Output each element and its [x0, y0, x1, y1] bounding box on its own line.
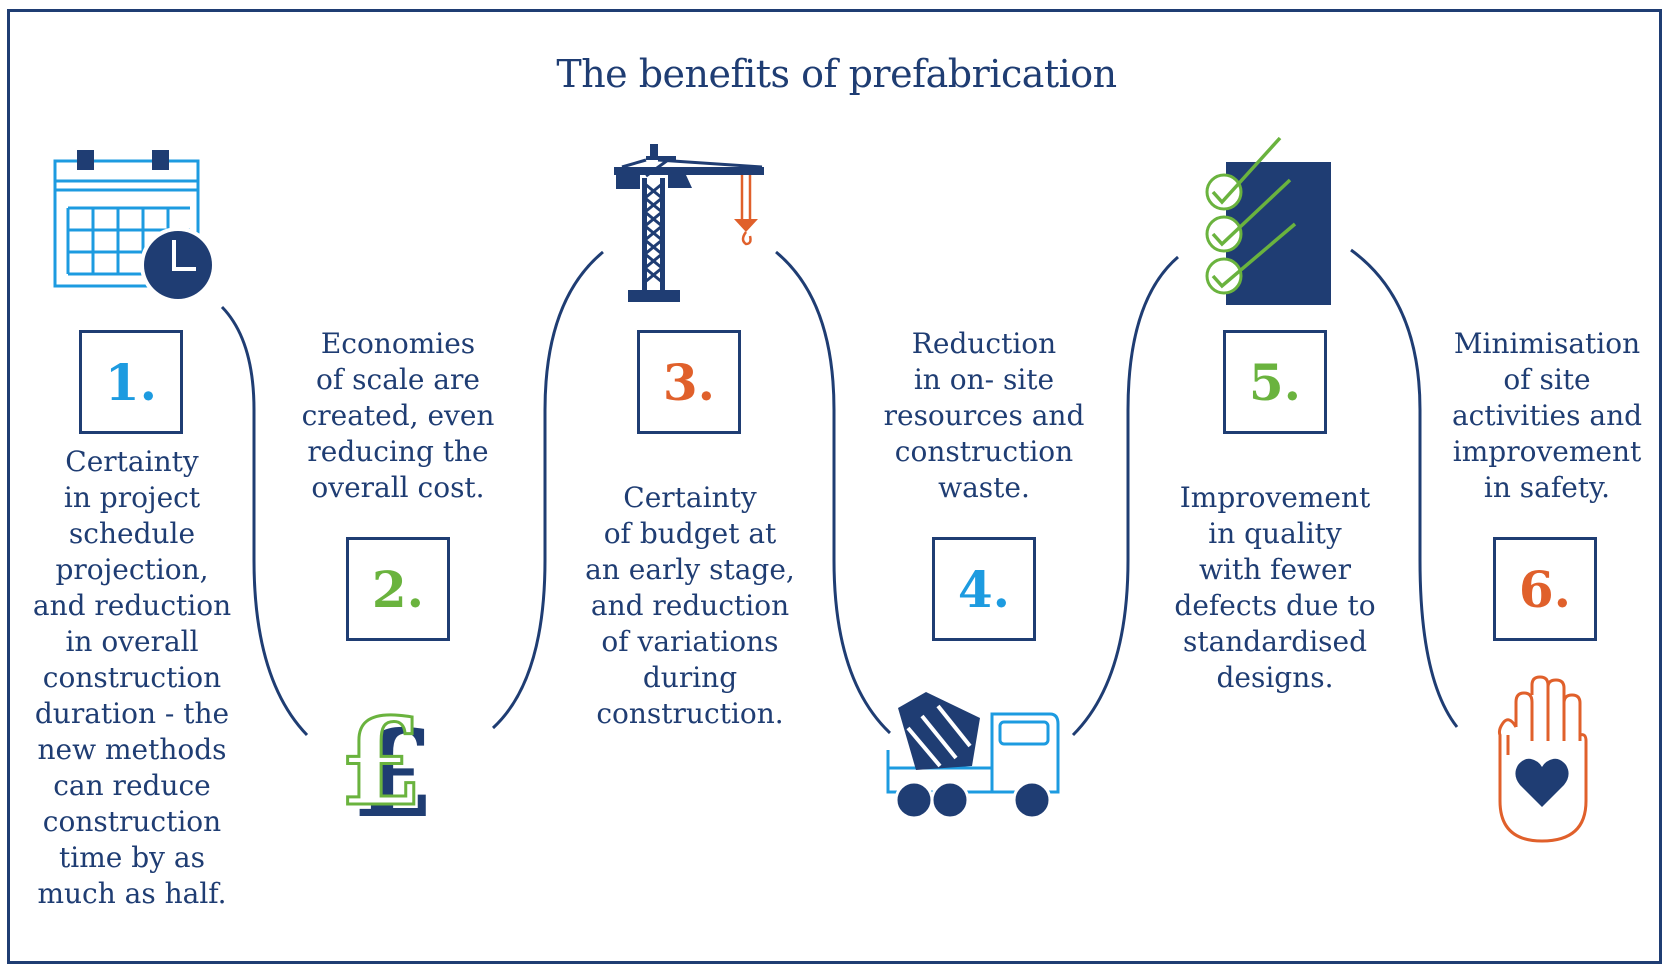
step-2-number-box: 2. [346, 537, 450, 641]
step-1-line: construction [42, 661, 222, 694]
step-2-line: overall cost. [311, 471, 485, 504]
step-6-line: improvement [1452, 435, 1642, 468]
step-3-line: Certainty [623, 481, 757, 514]
step-2-line: Economies [320, 327, 476, 360]
step-1-line: Certainty [65, 445, 199, 478]
connector-curve-5-6 [1350, 248, 1459, 728]
connector-curve-3-4 [775, 250, 892, 735]
step-1-line: new methods [37, 733, 227, 766]
step-3-number: 3. [662, 352, 716, 412]
step-5-number-box: 5. [1223, 330, 1327, 434]
step-6-line: of site [1503, 363, 1591, 396]
step-5-number: 5. [1248, 352, 1302, 412]
connector-curve-2-3 [491, 250, 604, 730]
step-3-line: construction. [596, 697, 784, 730]
step-1-line: and reduction [32, 589, 232, 622]
cement-mixer-truck-icon [886, 692, 1060, 820]
step-1-line: projection, [55, 553, 209, 586]
step-3-line: an early stage, [585, 553, 795, 586]
tower-crane-icon [614, 144, 764, 302]
svg-text:£: £ [351, 704, 435, 828]
connector-curve-4-5 [1071, 255, 1179, 737]
infographic-title: The benefits of prefabrication [556, 52, 1117, 96]
step-5-line: Improvement [1179, 481, 1371, 514]
step-5-description: Improvement in quality with fewer defect… [1160, 480, 1390, 696]
step-1-line: can reduce [53, 769, 211, 802]
step-5-line: with fewer [1199, 553, 1351, 586]
hand-heart-icon [1497, 675, 1588, 843]
step-1-line: duration - the [34, 697, 230, 730]
step-1-line: time by as [59, 841, 205, 874]
step-1-line: construction [42, 805, 222, 838]
step-5-line: designs. [1216, 661, 1334, 694]
step-4-line: waste. [938, 471, 1030, 504]
step-5-line: standardised [1182, 625, 1368, 658]
step-4-description: Reduction in on- site resources and cons… [867, 326, 1101, 506]
step-2-line: created, even [301, 399, 495, 432]
step-4-number: 4. [957, 559, 1011, 619]
step-1-number: 1. [104, 352, 158, 412]
pound-sign-icon: £ £ [338, 691, 435, 829]
step-1-line: in project [63, 481, 201, 514]
step-1-number-box: 1. [79, 330, 183, 434]
step-3-description: Certainty of budget at an early stage, a… [568, 480, 812, 732]
step-6-number-box: 6. [1493, 537, 1597, 641]
svg-text:£: £ [339, 692, 423, 828]
step-6-line: in safety. [1483, 471, 1611, 504]
step-1-line: in overall [65, 625, 199, 658]
step-3-line: of budget at [603, 517, 777, 550]
step-4-line: in on- site [913, 363, 1055, 396]
step-3-number-box: 3. [637, 330, 741, 434]
step-2-number: 2. [371, 559, 425, 619]
step-2-line: reducing the [307, 435, 489, 468]
step-4-line: Reduction [911, 327, 1057, 360]
infographic-frame [7, 9, 1662, 964]
step-6-number: 6. [1518, 559, 1572, 619]
step-1-line: much as half. [37, 877, 227, 910]
step-3-line: during [642, 661, 738, 694]
step-5-line: in quality [1208, 517, 1342, 550]
step-2-description: Economies of scale are created, even red… [283, 326, 513, 506]
step-3-line: and reduction [590, 589, 790, 622]
step-4-line: resources and [883, 399, 1085, 432]
calendar-clock-icon [53, 150, 216, 303]
step-3-line: of variations [601, 625, 779, 658]
step-4-number-box: 4. [932, 537, 1036, 641]
step-1-description: Certainty in project schedule projection… [22, 444, 242, 912]
step-6-description: Minimisation of site activities and impr… [1432, 326, 1662, 506]
step-5-line: defects due to [1174, 589, 1376, 622]
step-2-line: of scale are [316, 363, 480, 396]
step-4-line: construction [894, 435, 1074, 468]
connector-curve-1-2 [220, 305, 309, 737]
checklist-icon [1205, 136, 1331, 305]
step-6-line: activities and [1451, 399, 1643, 432]
step-1-line: schedule [68, 517, 196, 550]
step-6-line: Minimisation [1453, 327, 1641, 360]
